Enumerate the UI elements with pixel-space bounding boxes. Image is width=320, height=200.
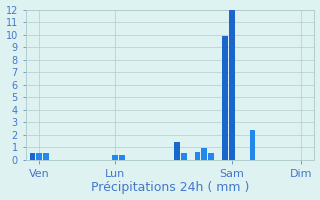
Bar — [119, 155, 125, 160]
Bar — [29, 153, 36, 160]
Bar — [112, 155, 118, 160]
Bar — [43, 153, 49, 160]
Bar — [202, 148, 207, 160]
Bar — [174, 142, 180, 160]
X-axis label: Précipitations 24h ( mm ): Précipitations 24h ( mm ) — [91, 181, 249, 194]
Bar — [208, 153, 214, 160]
Bar — [250, 130, 255, 160]
Bar — [181, 153, 187, 160]
Bar — [195, 152, 200, 160]
Bar — [222, 36, 228, 160]
Bar — [229, 10, 235, 160]
Bar — [36, 153, 42, 160]
